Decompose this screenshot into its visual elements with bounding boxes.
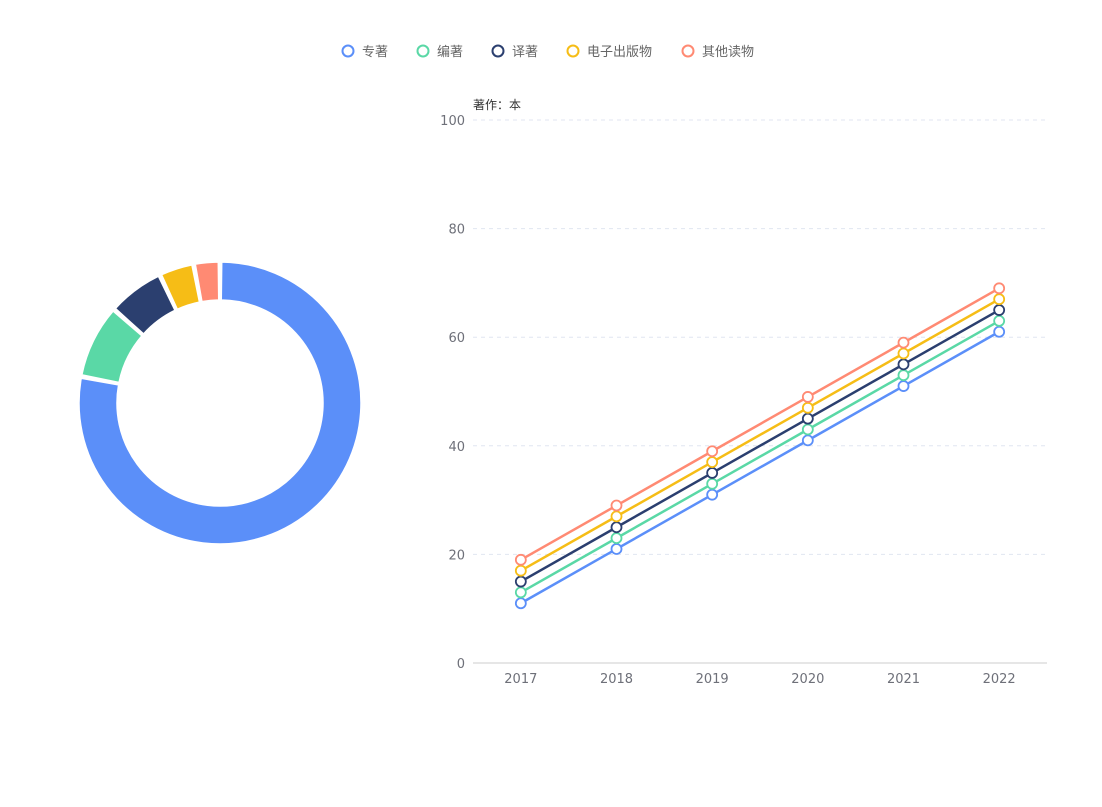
data-point[interactable] — [706, 467, 719, 479]
legend-item[interactable]: 编著 — [416, 44, 464, 60]
legend-marker-icon — [491, 44, 505, 58]
y-axis: 0 20 40 60 80 100 著作：本 — [440, 98, 521, 672]
donut-slice[interactable] — [114, 275, 176, 335]
x-tick-label: 2021 — [887, 672, 920, 687]
donut-chart — [78, 261, 362, 545]
data-point[interactable] — [514, 553, 527, 566]
data-point[interactable] — [897, 336, 910, 349]
grid-lines — [473, 119, 1047, 555]
legend-marker-icon — [341, 44, 355, 58]
data-point[interactable] — [610, 543, 623, 555]
series-line-group — [514, 293, 1006, 577]
data-point[interactable] — [706, 456, 719, 468]
x-tick-label: 2022 — [983, 672, 1016, 687]
data-point[interactable] — [801, 391, 814, 403]
series-line-group — [514, 325, 1006, 610]
y-tick-label: 100 — [440, 114, 465, 129]
data-point[interactable] — [706, 445, 719, 458]
legend-marker-icon — [681, 44, 695, 58]
series-line — [520, 287, 1000, 561]
data-point[interactable] — [514, 597, 527, 610]
legend-item[interactable]: 其他读物 — [681, 44, 755, 60]
data-point[interactable] — [514, 564, 527, 577]
x-axis: 2017 2018 2019 2020 2021 2022 — [473, 662, 1047, 687]
legend: 专著 编著 译著 电子出版物 其他读物 — [341, 44, 755, 60]
data-point[interactable] — [610, 499, 623, 512]
legend-label: 编著 — [437, 45, 463, 60]
legend-item[interactable]: 译著 — [491, 44, 539, 60]
data-point[interactable] — [801, 434, 814, 447]
data-point[interactable] — [993, 282, 1006, 295]
donut-slice[interactable] — [160, 264, 201, 311]
data-point[interactable] — [897, 347, 910, 360]
series-group — [514, 282, 1006, 610]
data-point[interactable] — [610, 532, 623, 545]
y-tick-label: 40 — [448, 440, 465, 455]
legend-marker-icon — [566, 44, 580, 58]
series-line — [520, 319, 1000, 594]
legend-marker-icon — [416, 44, 430, 58]
data-point[interactable] — [514, 575, 527, 588]
y-axis-unit-label: 著作：本 — [473, 98, 521, 112]
series-line — [520, 298, 1000, 572]
legend-item[interactable]: 电子出版物 — [566, 44, 653, 60]
data-point[interactable] — [706, 477, 719, 490]
series-line — [520, 308, 1000, 583]
series-line-group — [514, 315, 1006, 599]
y-tick-label: 80 — [448, 223, 465, 238]
data-point[interactable] — [993, 293, 1006, 306]
series-line — [520, 330, 1000, 605]
line-chart: 0 20 40 60 80 100 著作：本 2017 2018 2019 2020 2021 202… — [440, 98, 1047, 687]
y-tick-label: 60 — [448, 331, 465, 346]
y-tick-label: 0 — [457, 657, 465, 672]
series-line-group — [514, 282, 1006, 566]
data-point[interactable] — [801, 401, 814, 414]
legend-label: 其他读物 — [702, 45, 754, 60]
legend-label: 电子出版物 — [587, 45, 652, 60]
x-tick-label: 2018 — [600, 672, 633, 687]
data-point[interactable] — [897, 369, 910, 382]
y-tick-label: 20 — [448, 548, 465, 563]
data-point[interactable] — [993, 325, 1006, 338]
series-line-group — [514, 304, 1006, 588]
data-point[interactable] — [514, 586, 527, 599]
legend-item[interactable]: 专著 — [341, 44, 389, 60]
donut-slice[interactable] — [194, 261, 220, 303]
data-point[interactable] — [897, 358, 910, 371]
data-point[interactable] — [801, 412, 814, 425]
legend-label: 译著 — [512, 45, 538, 60]
x-tick-label: 2020 — [791, 672, 824, 687]
data-point[interactable] — [801, 423, 814, 436]
donut-slice[interactable] — [78, 261, 362, 545]
data-point[interactable] — [993, 315, 1006, 327]
legend-label: 专著 — [362, 45, 388, 60]
data-point[interactable] — [610, 521, 623, 534]
data-point[interactable] — [993, 304, 1006, 316]
x-tick-label: 2019 — [696, 672, 729, 687]
x-tick-label: 2017 — [504, 672, 537, 687]
data-point[interactable] — [610, 510, 623, 523]
donut-slice[interactable] — [81, 310, 143, 384]
data-point[interactable] — [706, 488, 719, 501]
data-point[interactable] — [897, 380, 910, 392]
